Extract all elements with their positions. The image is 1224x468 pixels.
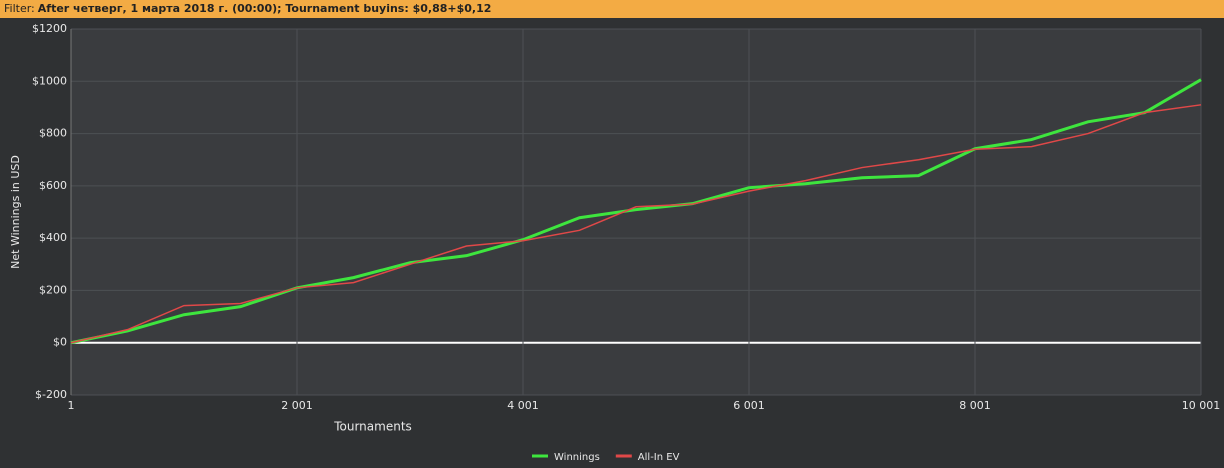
legend-label: Winnings [554,452,600,463]
y-tick-label: $400 [39,231,67,244]
y-tick-label: $200 [39,283,67,296]
y-tick-label: $600 [39,179,67,192]
y-tick-label: $-200 [35,388,67,401]
filter-value: After четверг, 1 марта 2018 г. (00:00); … [37,2,492,15]
y-tick-label: $1200 [32,22,67,35]
x-tick-label: 4 001 [507,399,539,412]
filter-label: Filter: [4,2,35,15]
series-line [70,78,1202,345]
y-tick-label: $800 [39,127,67,140]
x-tick-label: 10 001 [1182,399,1221,412]
x-tick-label: 8 001 [959,399,991,412]
y-tick-label: $1000 [32,74,67,87]
y-axis-label: Net Winnings in USD [9,155,22,269]
y-tick-label: $0 [53,336,67,349]
x-tick-label: 1 [68,399,75,412]
x-tick-label: 2 001 [281,399,313,412]
chart: Tournaments Net Winnings in USD $-200 $0 $… [9,22,1221,463]
filter-bar: Filter: After четверг, 1 марта 2018 г. (0… [0,0,1224,18]
series-line [70,104,1202,344]
x-tick-label: 6 001 [733,399,765,412]
x-axis-label: Tournaments [333,420,412,434]
plot-area [71,29,1201,395]
legend-label: All-In EV [638,452,680,463]
